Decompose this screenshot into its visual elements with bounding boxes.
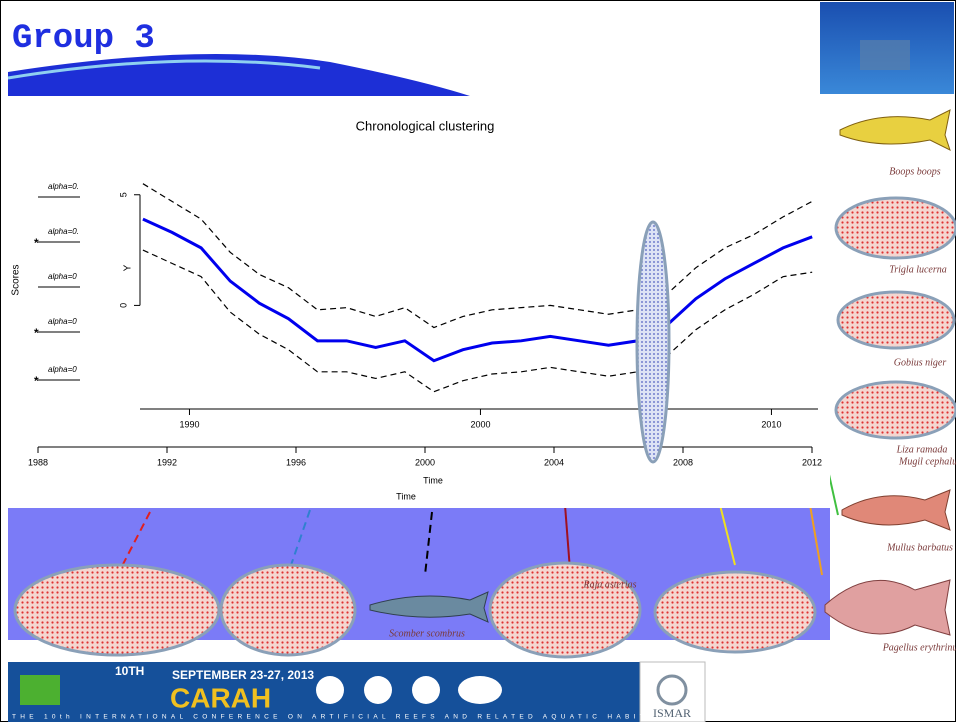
x-tick-label: 2000 <box>470 419 490 429</box>
outer-x-tick-label: 1988 <box>28 457 48 467</box>
y-tick-label: 5 <box>118 192 128 197</box>
alpha-label: alpha=0 <box>48 365 77 374</box>
y-axis-label: Y <box>123 264 134 271</box>
outer-x-tick-label: 2000 <box>415 457 435 467</box>
alpha-label: alpha=0 <box>48 272 77 281</box>
species-label: Scomber scombrus <box>389 628 465 639</box>
species-label: Trigla lucerna <box>889 264 947 275</box>
partner-logo <box>364 676 392 704</box>
species-label: Liza ramada <box>896 444 948 455</box>
outer-x-tick-label: 1996 <box>286 457 306 467</box>
fish-ellipse <box>655 572 815 652</box>
species-label: Gobius niger <box>894 357 947 368</box>
species-label: Pagellus erythrinus <box>882 642 956 653</box>
outer-x-tick-label: 2012 <box>802 457 822 467</box>
species-label: Mugil cephalus <box>898 456 956 467</box>
partner-logo <box>458 676 502 704</box>
reef-structure <box>860 40 910 70</box>
alpha-label: alpha=0. <box>48 227 79 236</box>
highlight-ellipse <box>637 222 669 462</box>
x-tick-label: 2010 <box>761 419 781 429</box>
fish-ellipse <box>15 565 219 655</box>
slide: Group 3 Chronological clustering Y Score… <box>0 0 956 722</box>
outer-x-tick-label: 1992 <box>157 457 177 467</box>
fish-ellipse <box>836 382 956 438</box>
chart-title: Chronological clustering <box>356 118 495 133</box>
banner-date: SEPTEMBER 23-27, 2013 <box>172 668 314 682</box>
banner-subtitle: THE 10th INTERNATIONAL CONFERENCE ON ART… <box>12 714 673 721</box>
fish-ellipse <box>490 563 640 657</box>
fish-ellipse <box>221 565 355 655</box>
banner-edition: 10TH <box>115 664 144 678</box>
fish-ellipse <box>836 198 956 258</box>
x-axis-label: Time <box>423 475 443 485</box>
partner-logo <box>412 676 440 704</box>
banner-icon <box>20 675 60 705</box>
species-label: Mullus barbatus <box>886 542 953 553</box>
banner-name: CARAH <box>170 682 271 713</box>
y-tick-label: 0 <box>118 303 128 308</box>
alpha-star: * <box>34 374 39 388</box>
alpha-star: * <box>34 236 39 250</box>
outer-x-tick-label: 2008 <box>673 457 693 467</box>
alpha-label: alpha=0 <box>48 317 77 326</box>
outer-x-tick-label: 2004 <box>544 457 564 467</box>
partner-logo <box>316 676 344 704</box>
alpha-star: * <box>34 326 39 340</box>
fish-ellipse <box>838 292 954 348</box>
outer-y-label: Scores <box>11 264 22 295</box>
banner: ISMAR 10TH SEPTEMBER 23-27, 2013 CARAH T… <box>8 662 705 722</box>
x-tick-label: 1990 <box>179 419 199 429</box>
species-label: Raja asterias <box>582 579 636 590</box>
alpha-label: alpha=0. <box>48 182 79 191</box>
species-label: Boops boops <box>889 166 941 177</box>
outer-x-label: Time <box>396 491 416 501</box>
slide-title: Group 3 <box>12 20 155 58</box>
